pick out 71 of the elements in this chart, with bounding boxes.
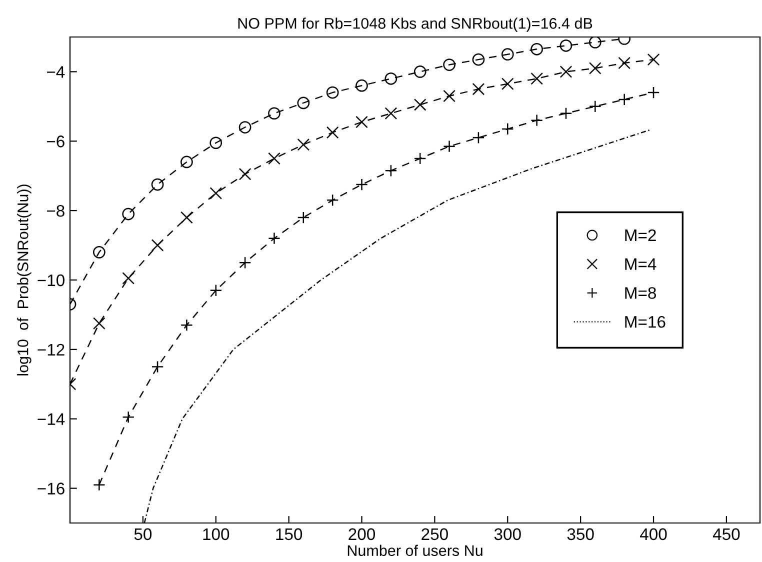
point	[414, 66, 426, 78]
x-tick-label: 300	[494, 528, 521, 540]
point	[151, 178, 164, 191]
point	[384, 72, 398, 85]
point	[238, 121, 252, 134]
point	[501, 48, 514, 61]
point	[151, 239, 164, 252]
x-tick-label: 100	[203, 528, 230, 540]
chart-title: NO PPM for Rb=1048 Kbs and SNRbout(1)=16.4 dB	[238, 18, 592, 32]
point	[472, 82, 485, 96]
legend-label: M=4	[625, 258, 656, 270]
point	[356, 178, 368, 191]
x-tick-label: 200	[348, 528, 376, 540]
y-tick-label: −8	[46, 204, 64, 217]
point	[414, 98, 426, 111]
y-tick-label: −10	[38, 274, 64, 286]
point	[472, 53, 485, 66]
point	[588, 62, 602, 74]
y-tick-label: −12	[38, 344, 64, 356]
point	[210, 187, 222, 200]
x-tick-label: 400	[640, 528, 667, 540]
point	[297, 96, 310, 110]
legend-label: M=16	[625, 316, 666, 328]
point	[92, 246, 106, 258]
point	[122, 272, 135, 284]
x-tick-label: 50	[134, 528, 152, 540]
point	[268, 152, 280, 165]
y-tick-label: −14	[38, 413, 65, 425]
point	[530, 72, 543, 85]
point	[384, 164, 398, 177]
point	[356, 116, 368, 128]
point	[151, 360, 164, 373]
point	[92, 317, 106, 330]
point	[647, 86, 660, 99]
legend-label: M=8	[625, 287, 656, 299]
point	[560, 66, 572, 78]
point	[588, 37, 602, 48]
y-tick-label: −4	[46, 66, 65, 78]
x-tick-label: 450	[712, 528, 740, 540]
x-tick-label: 250	[422, 528, 448, 540]
point	[443, 58, 456, 71]
point	[560, 40, 572, 52]
point	[384, 107, 398, 120]
point	[297, 211, 310, 224]
point	[647, 53, 660, 66]
point	[443, 90, 456, 102]
point	[530, 42, 543, 56]
point	[501, 78, 514, 90]
y-tick-label: −16	[38, 482, 64, 494]
point	[238, 168, 252, 180]
legend-label: M=2	[625, 229, 656, 242]
point	[268, 107, 280, 120]
point	[356, 79, 368, 92]
point	[180, 156, 193, 168]
y-axis-title: log10 of Prob(SNRout(Nu))	[17, 184, 32, 376]
x-axis-title: Number of users Nu	[348, 544, 482, 556]
point	[618, 56, 631, 70]
point	[326, 86, 339, 99]
point	[326, 126, 339, 139]
point	[122, 208, 135, 220]
point	[180, 211, 193, 224]
point	[414, 152, 426, 165]
point	[618, 93, 631, 106]
point	[210, 136, 222, 150]
point	[297, 138, 310, 151]
y-tick-label: −6	[46, 136, 64, 148]
x-tick-label: 350	[567, 528, 594, 540]
point	[238, 256, 252, 269]
point	[472, 131, 485, 144]
x-tick-label: 150	[276, 528, 302, 540]
point	[560, 107, 572, 120]
